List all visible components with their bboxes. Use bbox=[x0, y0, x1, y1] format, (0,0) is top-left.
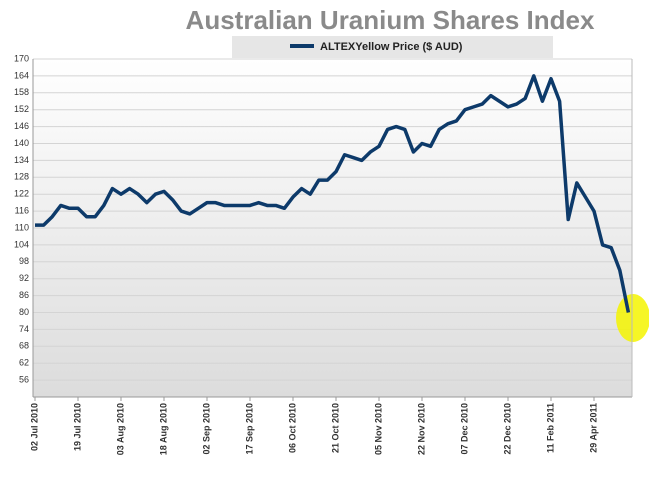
y-tick-label: 134 bbox=[14, 155, 29, 165]
x-tick-label: 05 Nov 2010 bbox=[373, 403, 383, 455]
y-tick-label: 56 bbox=[19, 374, 29, 384]
y-tick-label: 62 bbox=[19, 358, 29, 368]
y-tick-label: 86 bbox=[19, 290, 29, 300]
x-tick-label: 18 Aug 2010 bbox=[158, 403, 168, 455]
x-tick-label: 11 Feb 2011 bbox=[545, 403, 555, 453]
chart-title: Australian Uranium Shares Index bbox=[186, 5, 595, 35]
highlight bbox=[616, 294, 649, 342]
y-tick-label: 140 bbox=[14, 138, 29, 148]
x-tick-label: 29 Apr 2011 bbox=[588, 403, 598, 453]
y-tick-label: 152 bbox=[14, 104, 29, 114]
x-tick-label: 03 Aug 2010 bbox=[115, 403, 125, 455]
y-tick-label: 104 bbox=[14, 239, 29, 249]
x-tick-label: 22 Dec 2010 bbox=[502, 403, 512, 455]
x-tick-label: 17 Sep 2010 bbox=[244, 403, 254, 455]
price-line bbox=[35, 74, 631, 313]
y-tick-label: 158 bbox=[14, 87, 29, 97]
x-tick-label: 02 Jul 2010 bbox=[29, 403, 39, 451]
y-tick-label: 128 bbox=[14, 172, 29, 182]
y-tick-label: 92 bbox=[19, 273, 29, 283]
y-tick-label: 98 bbox=[19, 256, 29, 266]
y-tick-label: 164 bbox=[14, 70, 29, 80]
y-tick-label: 68 bbox=[19, 341, 29, 351]
x-tick-label: 21 Oct 2010 bbox=[330, 403, 340, 453]
x-tick-label: 22 Nov 2010 bbox=[416, 403, 426, 455]
y-tick-label: 122 bbox=[14, 189, 29, 199]
x-tick-label: 19 Jul 2010 bbox=[72, 403, 82, 451]
y-tick-label: 116 bbox=[15, 205, 29, 215]
legend-box bbox=[232, 36, 553, 58]
y-tick-label: 74 bbox=[19, 324, 29, 334]
y-tick-label: 146 bbox=[14, 121, 29, 131]
x-tick-label: 06 Oct 2010 bbox=[287, 403, 297, 453]
y-tick-label: 170 bbox=[14, 53, 29, 63]
y-tick-label: 110 bbox=[15, 222, 29, 232]
x-tick-label: 07 Dec 2010 bbox=[459, 403, 469, 455]
legend-label: ALTEXYellow Price ($ AUD) bbox=[320, 41, 463, 53]
x-tick-label: 02 Sep 2010 bbox=[201, 403, 211, 455]
y-tick-label: 80 bbox=[19, 307, 29, 317]
